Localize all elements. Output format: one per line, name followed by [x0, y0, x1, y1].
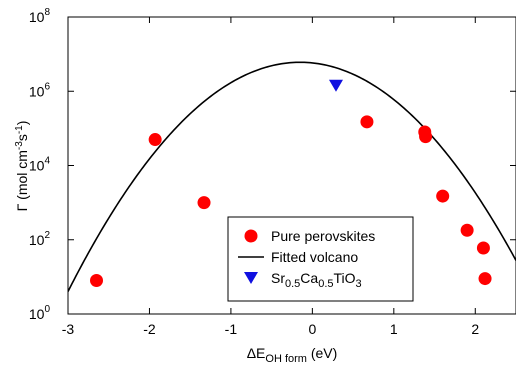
legend-label-pure-perovskites: Pure perovskites: [271, 228, 375, 244]
y-tick-label: 102: [29, 230, 51, 248]
y-axis-label-sup2: -1: [14, 125, 25, 134]
legend-box: [227, 216, 414, 302]
legend-marker-sr-ca-tio3: [244, 272, 258, 284]
x-axis-label-unit: (eV): [307, 345, 337, 361]
y-tick-label: 106: [29, 81, 51, 99]
data-point-perovskite: [360, 115, 374, 129]
x-axis-label: ΔEOH form (eV): [247, 345, 338, 365]
legend-label-sr-sub: 0.5: [285, 278, 300, 290]
y-tick-label: 104: [29, 156, 51, 174]
x-tick-label: 1: [390, 321, 398, 337]
y-axis-label-mid: s: [14, 134, 30, 141]
plot-frame: [67, 16, 516, 315]
x-tick-label: -1: [225, 321, 238, 337]
legend-label-sr: Sr: [271, 270, 285, 286]
x-axis-label-sub: OH form: [265, 353, 307, 365]
y-axis-label-end: ): [14, 121, 30, 126]
fitted-volcano-layer: [68, 61, 516, 292]
legend-label-sr-ca-tio3: Sr0.5Ca0.5TiO3: [271, 270, 362, 290]
data-point-perovskite: [148, 133, 162, 147]
legend-label-tio-sub: 3: [356, 278, 362, 290]
x-tick-label: -3: [62, 321, 75, 337]
data-point-perovskite: [478, 272, 492, 286]
legend-label-ca: Ca: [300, 270, 318, 286]
x-tick-label: 0: [308, 321, 316, 337]
data-point-perovskite: [460, 223, 474, 237]
data-point-perovskite: [436, 189, 450, 203]
y-tick-label: 108: [29, 7, 51, 25]
data-point-perovskite: [476, 241, 490, 255]
data-point-perovskite: [90, 273, 104, 287]
legend-label-tio: TiO: [334, 270, 356, 286]
fitted-volcano-curve: [68, 61, 516, 292]
x-axis-label-main: ΔE: [247, 345, 266, 361]
data-point-perovskite: [419, 130, 433, 144]
x-tick-label: 2: [471, 321, 479, 337]
data-points-layer: [90, 79, 492, 287]
legend-marker-pure-perovskites: [244, 229, 258, 243]
legend-label-fitted-volcano: Fitted volcano: [271, 249, 358, 265]
x-tick-label: -2: [143, 321, 156, 337]
x-axis-ticks: -3 -2 -1 0 1 2: [62, 17, 479, 337]
y-axis-label: Γ (mol cm-3s-1): [14, 121, 30, 212]
data-point-sr-ca-tio3: [328, 79, 343, 92]
legend: Pure perovskites Fitted volcano Sr0.5Ca0…: [227, 216, 414, 302]
y-axis-label-main: Γ (mol cm: [14, 150, 30, 211]
y-tick-label: 100: [29, 304, 51, 322]
y-axis-label-sup1: -3: [14, 141, 25, 150]
legend-label-ca-sub: 0.5: [318, 278, 333, 290]
y-axis-ticks: 100 102 104 106 108: [29, 7, 516, 322]
data-point-perovskite: [197, 196, 211, 210]
